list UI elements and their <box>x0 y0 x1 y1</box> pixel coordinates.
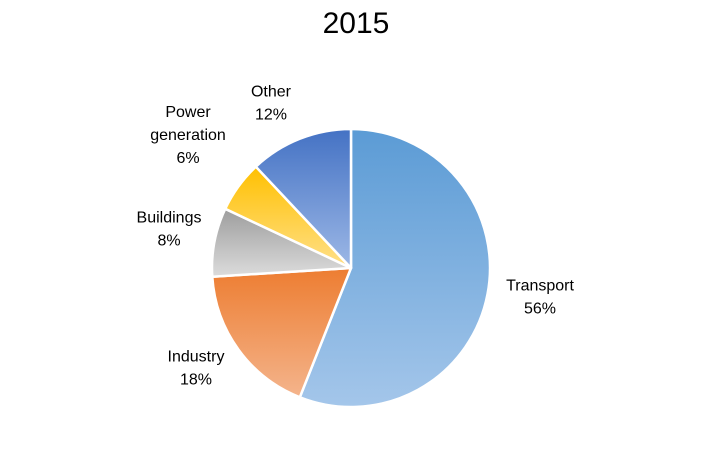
data-label-name: Industry <box>168 349 225 366</box>
data-label-name: Transport <box>506 278 574 295</box>
data-label-industry: Industry 18% <box>168 349 225 389</box>
data-label-percent: 18% <box>180 372 212 389</box>
data-label-name: Other <box>251 84 292 101</box>
pie-slice-industry <box>211 266 353 399</box>
data-label-name: Buildings <box>137 210 202 227</box>
pie-slices <box>210 127 492 409</box>
pie-labels: Transport 56% Industry 18% Buildings 8% Power g… <box>137 84 575 389</box>
pie-slice-other <box>254 127 353 270</box>
data-label-buildings: Buildings 8% <box>137 210 202 250</box>
data-label-transport: Transport 56% <box>506 278 574 318</box>
pie-slice-transport <box>298 127 492 409</box>
data-label-percent: 12% <box>255 107 287 124</box>
chart-title: 2015 <box>323 7 390 40</box>
data-label-other: Other 12% <box>251 84 292 124</box>
data-label-name: generation <box>150 127 226 144</box>
data-label-percent: 6% <box>176 150 199 167</box>
data-label-percent: 56% <box>524 301 556 318</box>
data-label-power-generation: Power generation 6% <box>150 104 226 167</box>
data-label-name: Power <box>165 104 211 121</box>
data-label-percent: 8% <box>157 233 180 250</box>
